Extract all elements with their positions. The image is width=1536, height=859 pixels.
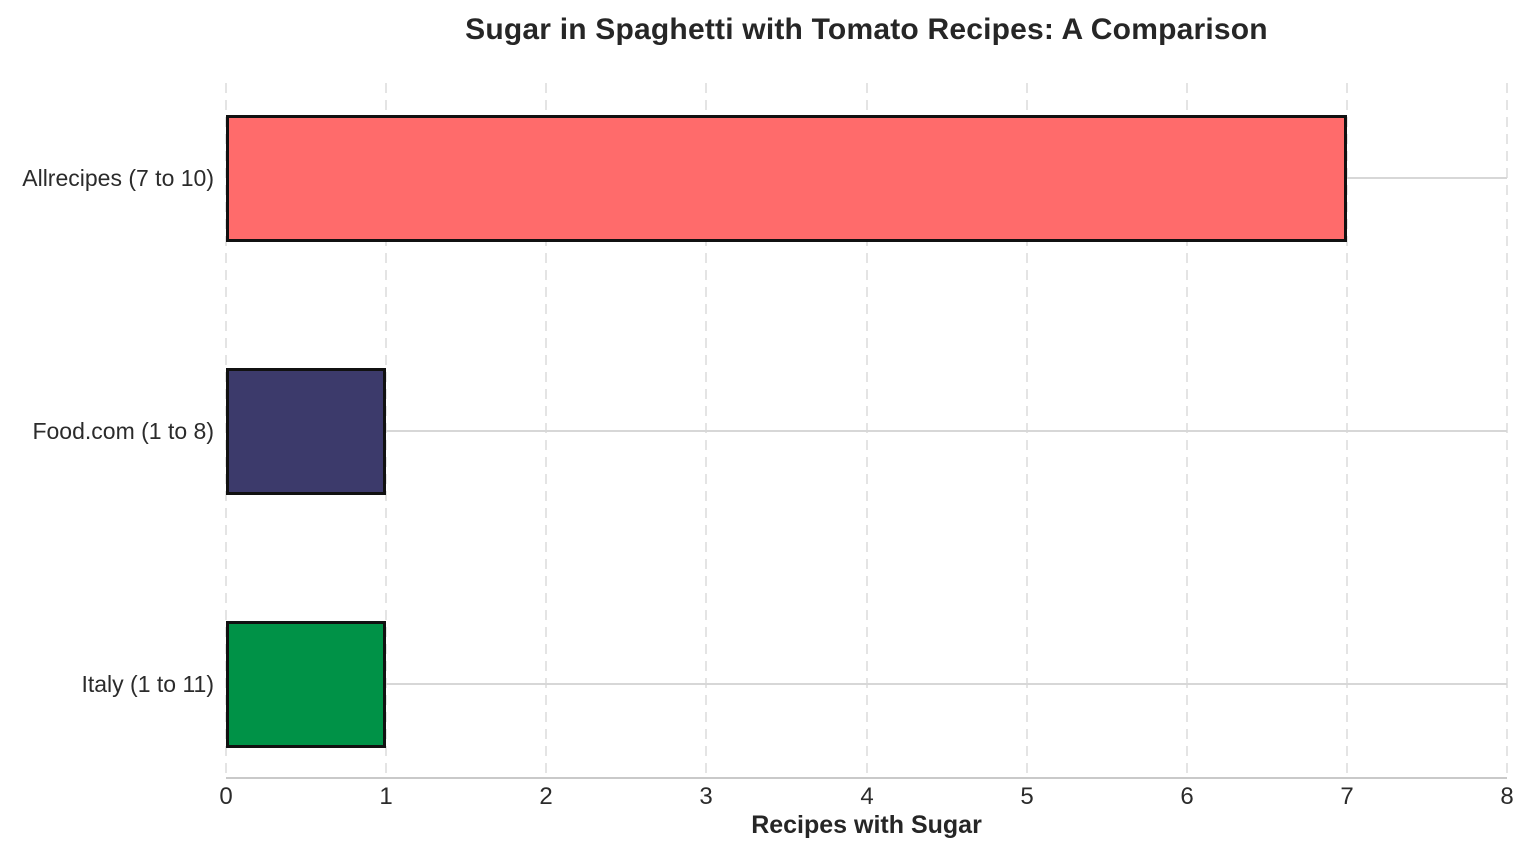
category-label: Allrecipes (7 to 10) — [22, 165, 214, 191]
plot-area — [225, 83, 1508, 779]
x-tick-label: 6 — [1180, 783, 1194, 810]
x-gridline — [1506, 83, 1508, 777]
x-axis-label: Recipes with Sugar — [751, 811, 982, 839]
chart-title: Sugar in Spaghetti with Tomato Recipes: … — [465, 13, 1268, 46]
x-tick-label: 7 — [1340, 783, 1354, 810]
x-tick-label: 4 — [860, 783, 874, 810]
category-gridline — [226, 683, 1507, 685]
x-tick-label: 8 — [1500, 783, 1514, 810]
bar-food.com — [226, 367, 386, 495]
bar-allrecipes — [226, 114, 1347, 242]
x-tick-label: 5 — [1020, 783, 1034, 810]
x-tick-label: 0 — [219, 783, 233, 810]
x-tick-label: 3 — [699, 783, 713, 810]
category-gridline — [226, 430, 1507, 432]
category-label: Food.com (1 to 8) — [32, 418, 214, 444]
x-tick-label: 2 — [539, 783, 553, 810]
bar-italy — [226, 620, 386, 748]
x-tick-label: 1 — [379, 783, 393, 810]
category-label: Italy (1 to 11) — [81, 671, 214, 697]
